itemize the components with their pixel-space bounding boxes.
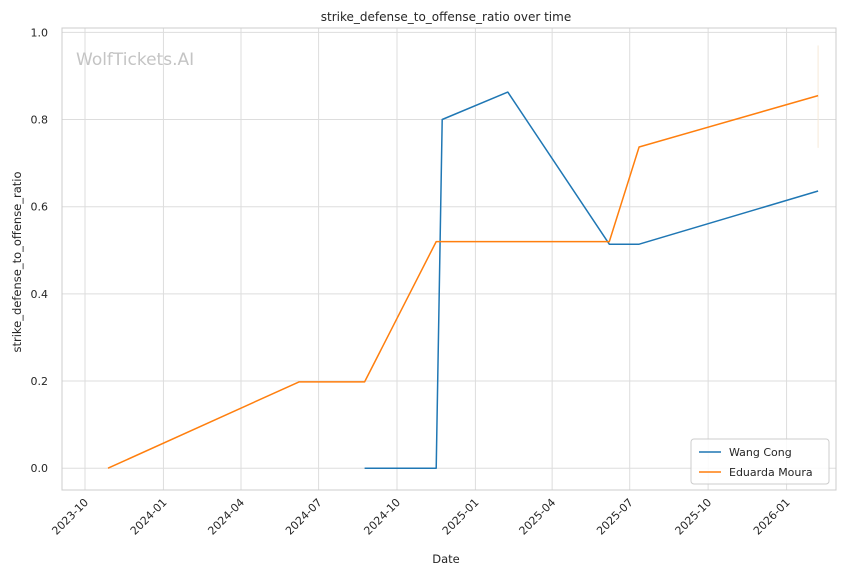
y-tick-label: 0.8 xyxy=(31,114,49,127)
series-line-wang-cong xyxy=(364,91,819,469)
legend-label: Wang Cong xyxy=(729,446,792,459)
y-tick-label: 0.4 xyxy=(31,288,49,301)
watermark-text: WolfTickets.AI xyxy=(76,50,194,70)
legend-label: Eduarda Moura xyxy=(729,466,813,479)
series-line-eduarda-moura xyxy=(107,94,819,469)
y-tick-label: 1.0 xyxy=(31,26,49,39)
y-axis-ticks: 0.0 0.2 0.4 0.6 0.8 1.0 xyxy=(31,26,49,475)
x-axis-label: Date xyxy=(432,552,460,566)
series-layer xyxy=(107,91,819,469)
plot-background xyxy=(62,28,836,490)
chart-title: strike_defense_to_offense_ratio over tim… xyxy=(321,10,571,24)
plot-area: WolfTickets.AI xyxy=(61,27,837,491)
y-axis-label: strike_defense_to_offense_ratio xyxy=(10,171,24,352)
y-tick-label: 0.6 xyxy=(31,201,49,214)
plot-frame xyxy=(61,27,837,491)
y-tick-label: 0.0 xyxy=(31,462,49,475)
y-tick-label: 0.2 xyxy=(31,375,49,388)
legend: Wang Cong Eduarda Moura xyxy=(690,438,830,485)
legend-box xyxy=(690,438,830,485)
